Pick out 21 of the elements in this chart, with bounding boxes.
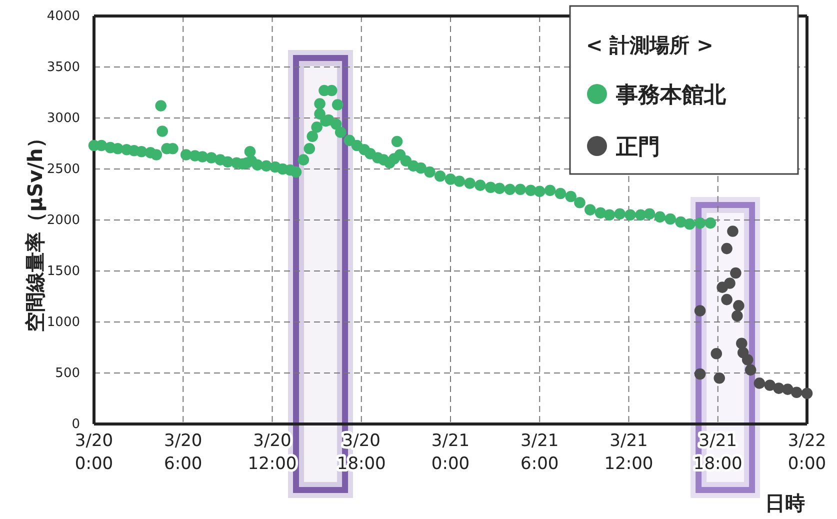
x-tick-label: 3/21 18:00 bbox=[693, 431, 742, 474]
x-tick-label: 3/21 0:00 bbox=[431, 431, 470, 474]
x-tick-label: 3/22 0:00 bbox=[788, 431, 826, 474]
y-tick-label: 2500 bbox=[46, 162, 80, 178]
y-axis-title: 空間線量率（μSv/h） bbox=[23, 128, 47, 332]
y-tick-label: 1500 bbox=[46, 264, 80, 280]
y-tick-label: 4000 bbox=[46, 9, 80, 24]
x-tick-label: 3/20 6:00 bbox=[164, 431, 202, 474]
y-tick-label: 1000 bbox=[46, 315, 80, 330]
y-tick-label: 500 bbox=[55, 366, 80, 382]
legend-label: 事務本館北 bbox=[615, 83, 727, 108]
x-tick-label: 3/21 12:00 bbox=[604, 431, 654, 474]
x-axis-title: 日時 bbox=[765, 491, 805, 515]
y-tick-label: 3000 bbox=[46, 111, 80, 126]
y-tick-label: 0 bbox=[72, 417, 80, 432]
x-tick-label: 3/21 6:00 bbox=[520, 431, 559, 474]
legend-label: 正門 bbox=[615, 135, 660, 160]
x-tick-label: 3/20 0:00 bbox=[74, 431, 114, 474]
legend-title: < 計測場所 > bbox=[586, 33, 714, 57]
y-tick-label: 2000 bbox=[46, 213, 80, 228]
y-tick-label: 3500 bbox=[46, 60, 80, 76]
